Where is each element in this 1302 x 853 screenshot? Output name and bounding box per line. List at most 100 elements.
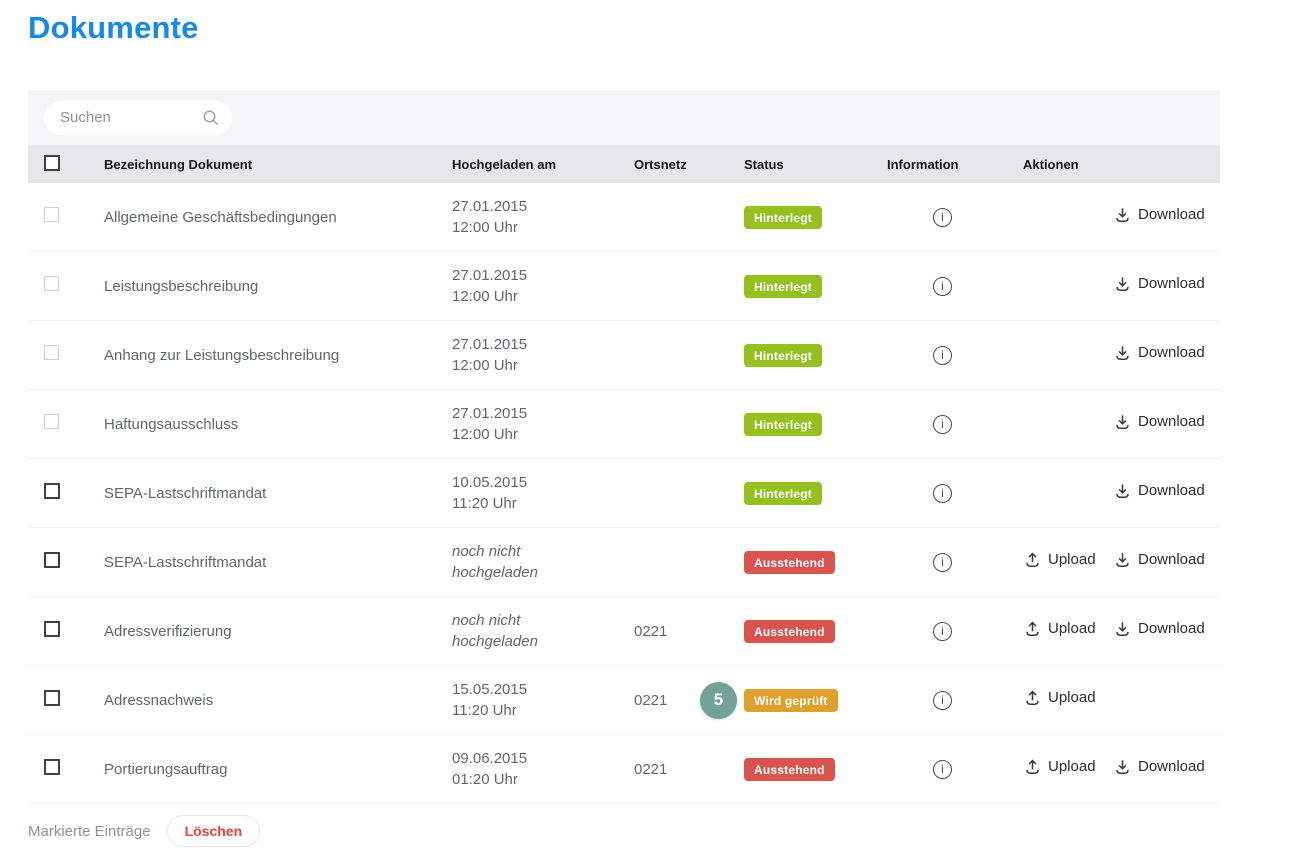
download-link[interactable]: Download — [1113, 481, 1205, 500]
actions-cell: Download — [1023, 205, 1223, 229]
row-checkbox-cell — [28, 482, 104, 504]
status-cell: Hinterlegt — [744, 481, 887, 505]
info-circle-icon[interactable]: i — [933, 345, 952, 365]
row-checkbox[interactable] — [44, 758, 60, 775]
download-link[interactable]: Download — [1113, 205, 1205, 224]
search-icon[interactable] — [202, 109, 220, 132]
table-row: Anhang zur Leistungsbeschreibung 27.01.2… — [28, 321, 1220, 390]
ortsnetz-value: 0221 — [634, 760, 668, 778]
arrow-down-tray-icon — [1116, 622, 1129, 637]
arrow-up-tray-icon — [1026, 552, 1039, 568]
arrow-down-tray-icon — [1116, 484, 1129, 499]
information-cell: i — [887, 552, 1023, 572]
arrow-up-tray-icon — [1026, 621, 1039, 637]
select-all-checkbox[interactable] — [44, 154, 60, 171]
row-checkbox[interactable] — [44, 414, 59, 429]
row-checkbox[interactable] — [44, 482, 60, 499]
row-checkbox[interactable] — [44, 276, 59, 291]
upload-link[interactable]: Upload — [1023, 619, 1096, 638]
row-checkbox[interactable] — [44, 207, 59, 222]
uploaded-date: 15.05.2015 11:20 Uhr — [452, 681, 528, 719]
download-link[interactable]: Download — [1113, 412, 1205, 431]
download-link[interactable]: Download — [1113, 757, 1205, 776]
download-link[interactable]: Download — [1113, 619, 1205, 638]
download-link[interactable]: Download — [1113, 550, 1205, 569]
row-checkbox-cell — [28, 551, 104, 573]
info-circle-icon[interactable]: i — [933, 483, 952, 503]
table-row: Haftungsausschluss 27.01.2015 12:00 Uhr … — [28, 390, 1220, 459]
table-row: Allgemeine Geschäftsbedingungen 27.01.20… — [28, 183, 1220, 252]
row-checkbox-cell — [28, 207, 104, 227]
row-checkbox[interactable] — [44, 620, 60, 637]
uploaded-date: 09.06.2015 01:20 Uhr — [452, 750, 528, 788]
document-name: Allgemeine Geschäftsbedingungen — [104, 208, 337, 226]
info-circle-icon[interactable]: i — [933, 621, 952, 641]
information-cell: i — [887, 345, 1023, 365]
information-cell: i — [887, 759, 1023, 779]
document-name: SEPA-Lastschriftmandat — [104, 553, 267, 571]
information-cell: i — [887, 483, 1023, 503]
ortsnetz-value: 0221 — [634, 691, 668, 709]
information-cell: i — [887, 690, 1023, 710]
upload-link[interactable]: Upload — [1023, 550, 1096, 569]
actions-cell: Upload Download — [1023, 757, 1223, 781]
info-circle-icon[interactable]: i — [933, 759, 952, 779]
status-cell: 5 Wird geprüft — [700, 681, 887, 719]
uploaded-date: noch nicht hochgeladen — [452, 612, 538, 650]
footer-bar: Markierte Einträge Löschen — [28, 815, 1302, 847]
search-box — [44, 100, 232, 135]
row-checkbox[interactable] — [44, 689, 60, 706]
uploaded-date: noch nicht hochgeladen — [452, 543, 538, 581]
table-body: Allgemeine Geschäftsbedingungen 27.01.20… — [28, 183, 1220, 804]
download-link[interactable]: Download — [1113, 274, 1205, 293]
actions-cell: Download — [1023, 481, 1223, 505]
actions-cell: Download — [1023, 274, 1223, 298]
row-checkbox[interactable] — [44, 551, 60, 568]
download-link[interactable]: Download — [1113, 343, 1205, 362]
info-circle-icon[interactable]: i — [933, 690, 952, 710]
document-name: Leistungsbeschreibung — [104, 277, 259, 295]
table-row: SEPA-Lastschriftmandat 10.05.2015 11:20 … — [28, 459, 1220, 528]
count-badge: 5 — [700, 681, 737, 719]
ortsnetz-value: 0221 — [634, 622, 668, 640]
arrow-up-tray-icon — [1026, 759, 1039, 775]
actions-cell: Upload Download — [1023, 550, 1223, 574]
arrow-down-tray-icon — [1116, 208, 1129, 223]
status-badge: Hinterlegt — [744, 205, 823, 229]
upload-link[interactable]: Upload — [1023, 688, 1096, 707]
status-badge: Ausstehend — [744, 550, 835, 574]
column-header-information: Information — [887, 156, 959, 172]
info-circle-icon[interactable]: i — [933, 552, 952, 572]
table-row: Leistungsbeschreibung 27.01.2015 12:00 U… — [28, 252, 1220, 321]
information-cell: i — [887, 207, 1023, 227]
status-cell: Hinterlegt — [744, 274, 887, 298]
row-checkbox-cell — [28, 758, 104, 780]
table-row: Adressverifizierung noch nicht hochgelad… — [28, 597, 1220, 666]
row-checkbox[interactable] — [44, 345, 59, 360]
info-circle-icon[interactable]: i — [933, 414, 952, 434]
row-checkbox-cell — [28, 620, 104, 642]
marked-entries-label: Markierte Einträge — [28, 822, 151, 840]
column-header-name: Bezeichnung Dokument — [104, 156, 253, 172]
row-checkbox-cell — [28, 345, 104, 365]
info-circle-icon[interactable]: i — [933, 207, 952, 227]
info-circle-icon[interactable]: i — [933, 276, 952, 296]
status-badge: Hinterlegt — [744, 274, 823, 298]
delete-button[interactable]: Löschen — [166, 815, 261, 847]
search-input[interactable] — [44, 100, 232, 135]
information-cell: i — [887, 621, 1023, 641]
page-title: Dokumente — [28, 10, 199, 45]
status-cell: Hinterlegt — [744, 343, 887, 367]
uploaded-date: 10.05.2015 11:20 Uhr — [452, 474, 528, 512]
status-badge: Ausstehend — [744, 619, 835, 643]
information-cell: i — [887, 276, 1023, 296]
table-row: SEPA-Lastschriftmandat noch nicht hochge… — [28, 528, 1220, 597]
status-cell: Ausstehend — [744, 757, 887, 781]
status-cell: Ausstehend — [744, 619, 887, 643]
document-name: Anhang zur Leistungsbeschreibung — [104, 346, 340, 364]
document-name: SEPA-Lastschriftmandat — [104, 484, 267, 502]
upload-link[interactable]: Upload — [1023, 757, 1096, 776]
uploaded-date: 27.01.2015 12:00 Uhr — [452, 267, 528, 305]
column-header-actions: Aktionen — [1023, 156, 1079, 172]
arrow-down-tray-icon — [1116, 553, 1129, 568]
